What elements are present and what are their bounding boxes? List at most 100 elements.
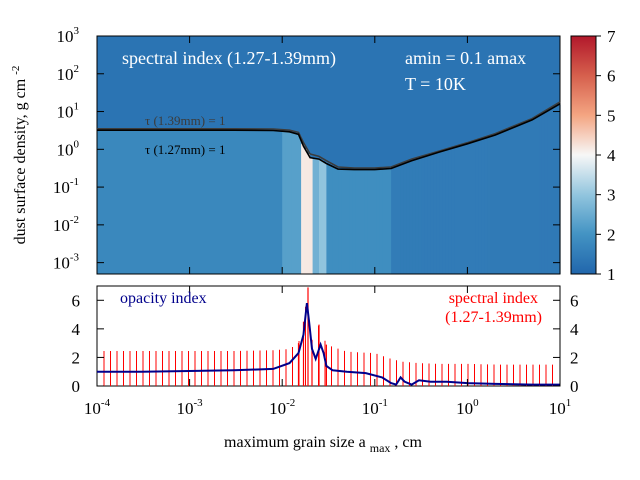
heatmap-cell	[156, 130, 161, 274]
heatmap-cell	[451, 148, 455, 274]
line-x-tick-label: 101	[549, 397, 572, 418]
heatmap-cell	[243, 130, 247, 274]
heatmap-panel: 103 102 101 100 10-1 10-2 10-3 spectral index …	[10, 25, 561, 275]
heatmap-cell	[445, 149, 449, 274]
line-x-tick-label: 100	[456, 397, 479, 418]
annotation-tau-127: τ (1.27mm) = 1	[145, 142, 225, 157]
heatmap-cell	[397, 165, 401, 274]
heatmap-cell	[502, 131, 507, 274]
heatmap-cell	[538, 115, 543, 274]
heatmap-cell	[472, 141, 477, 274]
heatmap-cell	[355, 169, 360, 274]
heatmap-cell	[535, 116, 540, 275]
heatmap-cell	[97, 130, 101, 274]
heatmap-cell	[457, 146, 462, 274]
heatmap-cell	[198, 130, 203, 274]
heatmap-cell	[349, 169, 354, 274]
heatmap-cell	[551, 108, 555, 274]
heatmap-cell	[439, 151, 443, 274]
heatmap-cell	[367, 169, 372, 274]
heatmap-cell	[138, 130, 143, 274]
heatmap-cell	[106, 130, 110, 274]
annotation-spectral-index: spectral index (1.27-1.39mm)	[122, 48, 336, 69]
heatmap-cell	[554, 106, 558, 275]
heatmap-cell	[347, 169, 351, 274]
heatmap-cell	[409, 161, 413, 274]
heatmap-cell	[499, 132, 504, 274]
heatmap-cell	[258, 130, 262, 274]
heatmap-cell	[361, 169, 366, 274]
heatmap-cell	[180, 130, 185, 274]
heatmap-cell	[475, 140, 480, 274]
heatmap-cell	[168, 130, 173, 274]
heatmap-cell	[231, 130, 235, 274]
heatmap-cell	[288, 132, 293, 274]
heatmap-cell	[174, 130, 179, 274]
heatmap-cell	[547, 109, 552, 275]
heatmap-cell	[436, 152, 440, 274]
y-axis-label: dust surface density, g cm -2	[10, 66, 29, 245]
line-x-tick-label: 10-1	[362, 397, 388, 418]
heatmap-cell	[219, 130, 224, 274]
heatmap-cell	[478, 139, 483, 274]
heatmap-cell	[298, 136, 302, 274]
heatmap-y-tick-label: 101	[57, 101, 80, 122]
line-x-tick-label: 10-4	[84, 397, 111, 418]
heatmap-cell	[364, 169, 369, 274]
heatmap-cell	[335, 168, 339, 274]
heatmap-cell	[505, 130, 510, 274]
heatmap-cell	[448, 148, 452, 274]
heatmap-cell	[162, 130, 167, 274]
heatmap-cell	[315, 158, 320, 274]
heatmap-cell	[526, 121, 531, 274]
heatmap-frame	[96, 35, 561, 275]
heatmap-cell	[204, 130, 209, 274]
heatmap-cell	[460, 145, 465, 274]
heatmap-y-tick-label: 102	[57, 63, 80, 84]
heatmap-cell	[120, 130, 125, 274]
heatmap-cell	[177, 130, 182, 274]
heatmap-cell	[225, 130, 229, 274]
heatmap-cell	[406, 162, 410, 274]
heatmap-cell	[338, 169, 342, 274]
heatmap-cell	[252, 130, 256, 274]
heatmap-y-tick-label: 100	[57, 138, 80, 159]
heatmap-cell	[391, 168, 395, 274]
heatmap-cell	[379, 169, 383, 274]
heatmap-cell	[517, 125, 522, 274]
heatmap-cell	[352, 169, 357, 274]
heatmap-cell	[394, 166, 398, 274]
heatmap-cell	[108, 130, 113, 274]
heatmap-cell	[303, 149, 308, 274]
heatmap-cell	[301, 143, 305, 274]
heatmap-cell	[237, 130, 241, 274]
heatmap-cell	[415, 159, 419, 274]
heatmap-cell	[344, 169, 348, 274]
heatmap-cell	[306, 154, 310, 274]
heatmap-cell	[493, 135, 498, 274]
colorbar-ticks: 7 6 5 4 3 2 1	[596, 27, 616, 284]
heatmap-cell	[103, 130, 107, 274]
heatmap-cell	[141, 130, 146, 274]
heatmap-cell	[186, 130, 191, 274]
opacity-index-line	[97, 302, 560, 386]
heatmap-cell	[388, 168, 392, 274]
heatmap-cell	[147, 130, 152, 274]
line-x-tick-label: 10-2	[269, 397, 295, 418]
legend-opacity-index: opacity index	[120, 290, 207, 307]
heatmap-cell	[490, 135, 495, 274]
heatmap-cell	[270, 130, 274, 274]
annotation-tau-139: τ (1.39mm) = 1	[145, 113, 225, 128]
heatmap-cell	[135, 130, 140, 274]
heatmap-cell	[430, 154, 434, 274]
heatmap-cell	[222, 130, 227, 274]
heatmap-cell	[279, 131, 283, 274]
colorbar-tick-label: 6	[607, 67, 616, 86]
colorbar-tick-label: 7	[607, 27, 616, 46]
line-y-tick-label: 0	[72, 377, 81, 396]
heatmap-cell	[189, 130, 194, 274]
heatmap-cell	[216, 130, 221, 274]
heatmap-cell	[294, 133, 299, 274]
heatmap-cell	[329, 165, 333, 274]
annotation-amin: amin = 0.1 amax	[405, 48, 526, 68]
